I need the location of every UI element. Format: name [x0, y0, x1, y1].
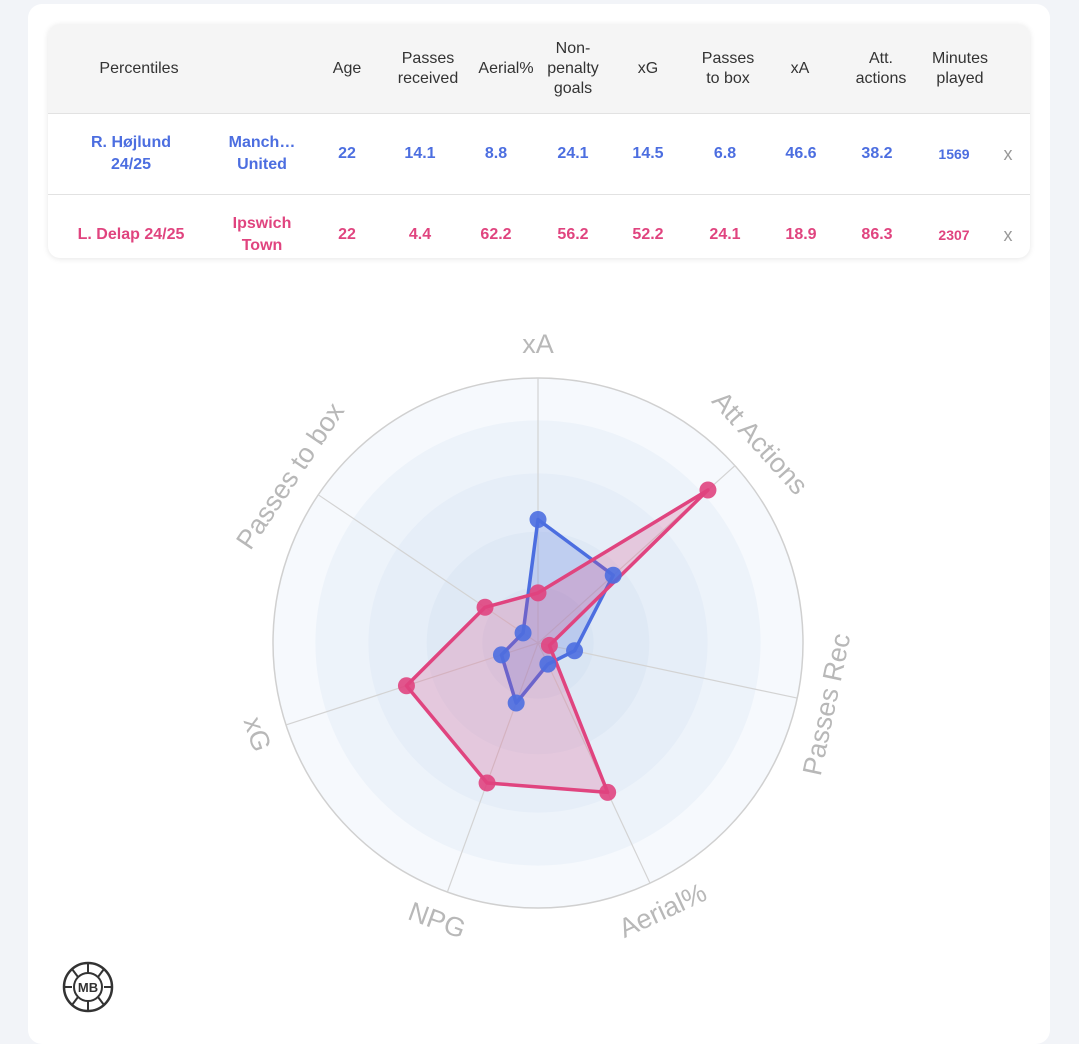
series-point-1	[529, 584, 547, 602]
team-name: Ipswich Town	[232, 215, 292, 254]
series-point-0	[514, 624, 532, 642]
series-point-0	[566, 642, 584, 660]
xg-cell: 14.5	[632, 145, 664, 162]
npg-cell: 24.1	[557, 145, 589, 162]
header-percentiles: Percentiles	[99, 59, 179, 77]
header-xa: xA	[790, 59, 810, 77]
axis-spoke	[446, 642, 539, 893]
age-cell: 22	[338, 226, 356, 243]
series-point-0	[507, 694, 525, 712]
table-header: Percentiles Age Passes received Aerial% …	[48, 24, 1030, 114]
series-point-1	[478, 774, 496, 792]
header-att-actions: Att. actions	[855, 49, 907, 87]
header-aerial: Aerial%	[478, 59, 534, 77]
minutes-cell: 2307	[938, 227, 970, 243]
series-point-1	[699, 481, 717, 499]
passes-to-box-cell: 6.8	[713, 145, 737, 162]
series-point-1	[397, 677, 415, 695]
header-npg: Non- penalty goals	[547, 39, 599, 97]
age-cell: 22	[338, 145, 356, 162]
series-point-1	[476, 598, 494, 616]
logo-text: MB	[78, 980, 98, 995]
minutes-cell: 1569	[938, 146, 970, 162]
team-name: Manch… United	[228, 134, 296, 173]
series-point-1	[540, 636, 558, 654]
mb-logo: MB	[62, 961, 114, 1013]
xa-cell: 18.9	[785, 226, 817, 243]
npg-cell: 56.2	[557, 226, 589, 243]
xa-cell: 46.6	[785, 145, 817, 162]
passes-to-box-cell: 24.1	[709, 226, 741, 243]
header-xg: xG	[637, 59, 659, 77]
header-passes-received: Passes received	[397, 49, 459, 87]
table-row-delap: L. Delap 24/25 Ipswich Town 22 4.4 62.2 …	[48, 195, 1030, 258]
axis-label: xG	[238, 713, 277, 755]
passes-received-cell: 4.4	[408, 226, 432, 243]
header-passes-to-box: Passes to box	[701, 49, 755, 87]
aerial-cell: 8.8	[484, 145, 508, 162]
header-age: Age	[332, 59, 362, 77]
axis-spoke	[537, 642, 651, 884]
passes-received-cell: 14.1	[404, 145, 436, 162]
series-point-0	[492, 646, 510, 664]
xg-cell: 52.2	[632, 226, 664, 243]
att-actions-cell: 86.3	[861, 226, 893, 243]
header-minutes-played: Minutes played	[931, 49, 989, 87]
player-name[interactable]: L. Delap 24/25	[77, 226, 185, 243]
axis-label: NPG	[404, 896, 469, 944]
table-row-hojlund: R. Højlund 24/25 Manch… United 22 14.1 8…	[48, 114, 1030, 195]
axis-label: Passes Rec	[797, 631, 856, 778]
remove-row-button[interactable]: x	[1003, 225, 1013, 245]
aerial-cell: 62.2	[480, 226, 512, 243]
axis-label: xA	[522, 329, 554, 359]
remove-row-button[interactable]: x	[1003, 144, 1013, 164]
series-point-0	[604, 566, 622, 584]
att-actions-cell: 38.2	[861, 145, 893, 162]
axis-spoke	[317, 494, 539, 644]
series-area-1	[404, 488, 710, 795]
series-point-0	[529, 511, 547, 529]
comparison-table: Percentiles Age Passes received Aerial% …	[48, 24, 1030, 258]
series-point-1	[599, 783, 617, 801]
series-point-0	[539, 655, 557, 673]
player-name[interactable]: R. Højlund 24/25	[91, 134, 171, 173]
